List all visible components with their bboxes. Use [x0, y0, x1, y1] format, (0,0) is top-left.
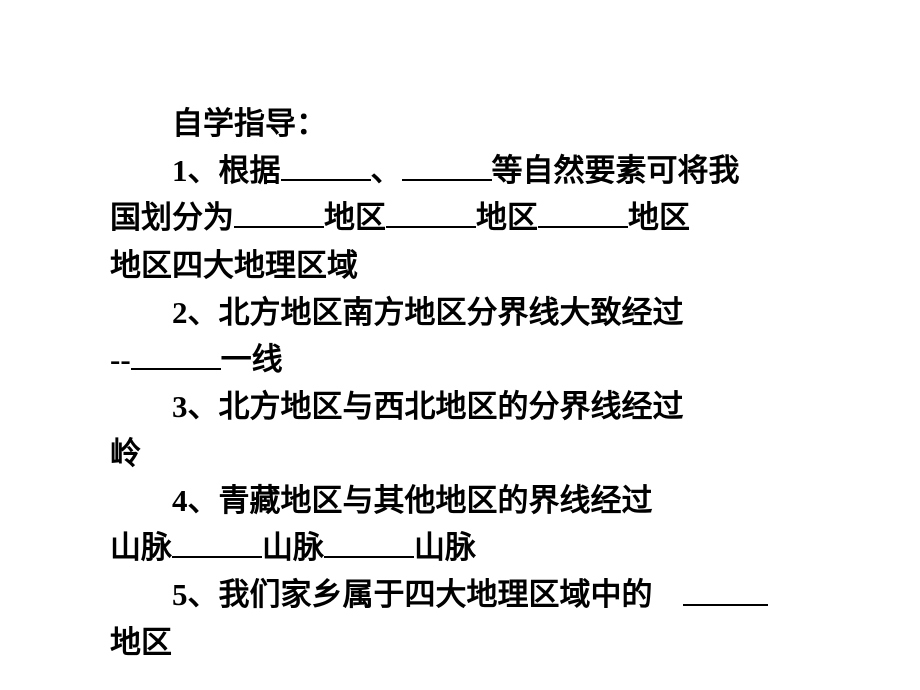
- question-1-line1: 1、根据 、 等自然要素可将我: [110, 147, 870, 194]
- question-2-line1: 2、北方地区南方地区分界线大致经过: [110, 289, 870, 336]
- blank-q1-2[interactable]: [402, 147, 492, 181]
- blank-q1-5[interactable]: [538, 194, 628, 228]
- q4-line2a: 山脉: [110, 530, 172, 565]
- blank-q1-4[interactable]: [386, 194, 476, 228]
- blank-q1-1[interactable]: [281, 147, 371, 181]
- blank-q4-2[interactable]: [324, 524, 414, 558]
- q2-line2a: --: [110, 342, 131, 377]
- question-5-line2: 地区: [110, 619, 870, 666]
- question-3-line1: 3、北方地区与西北地区的分界线经过: [110, 383, 870, 430]
- q5-line1-text: 5、我们家乡属于四大地理区域中的: [172, 578, 653, 613]
- question-3-line2: 岭: [110, 430, 870, 477]
- q1-text-mid1: 、: [371, 153, 402, 188]
- question-5-line1: 5、我们家乡属于四大地理区域中的: [110, 571, 870, 618]
- blank-q4-1[interactable]: [172, 524, 262, 558]
- question-4-line1: 4、青藏地区与其他地区的界线经过: [110, 477, 870, 524]
- worksheet-content: 自学指导： 1、根据、等自然要素可将我 国划分为地区地区地区 地区四大地理区域 …: [110, 100, 870, 666]
- q1-line2c: 地区: [476, 200, 538, 235]
- q1-text-pre: 1、根据: [172, 153, 281, 188]
- q1-line2a: 国划分为: [110, 200, 234, 235]
- question-4-line2: 山脉 山脉 山脉: [110, 524, 870, 571]
- blank-q1-3[interactable]: [234, 194, 324, 228]
- question-1-line3: 地区四大地理区域: [110, 242, 870, 289]
- question-1-line2: 国划分为 地区 地区 地区: [110, 194, 870, 241]
- blank-q2-1[interactable]: [131, 336, 221, 370]
- q1-text-mid2: 等自然要素可将我: [492, 153, 740, 188]
- q4-line2b: 山脉: [262, 530, 324, 565]
- blank-q5-1[interactable]: [683, 571, 768, 605]
- q1-line2d: 地区: [628, 200, 690, 235]
- title: 自学指导：: [110, 100, 870, 147]
- q1-line2b: 地区: [324, 200, 386, 235]
- question-2-line2: -- 一线: [110, 336, 870, 383]
- q2-line2b: 一线: [221, 342, 283, 377]
- q4-line2c: 山脉: [414, 530, 476, 565]
